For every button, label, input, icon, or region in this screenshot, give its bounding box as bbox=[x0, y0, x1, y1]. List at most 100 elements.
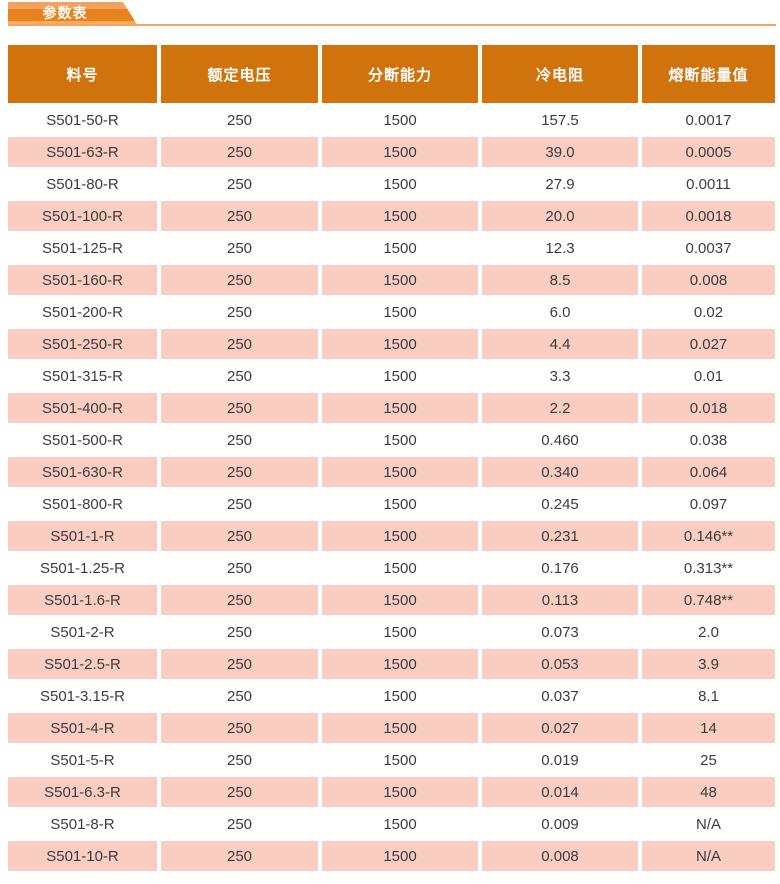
table-cell: S501-6.3-R bbox=[8, 777, 161, 809]
table-cell: S501-1-R bbox=[8, 521, 161, 553]
table-cell: 250 bbox=[161, 681, 322, 713]
table-cell: 250 bbox=[161, 809, 322, 841]
section-tab-underline bbox=[8, 24, 776, 26]
table-cell: 1500 bbox=[322, 617, 482, 649]
table-cell: 1500 bbox=[322, 265, 482, 297]
parameter-table: 料号 额定电压 分断能力 冷电阻 熔断能量值 S501-50-R 250 1500 157.5… bbox=[8, 45, 775, 873]
column-header-4: 冷电阻 bbox=[482, 45, 642, 105]
table-cell: 0.018 bbox=[642, 393, 775, 425]
column-header-2: 额定电压 bbox=[161, 45, 322, 105]
table-cell: 0.146** bbox=[642, 521, 775, 553]
table-cell: 27.9 bbox=[482, 169, 642, 201]
table-row: S501-500-R 250 1500 0.460 0.038 bbox=[8, 425, 775, 457]
table-cell: S501-8-R bbox=[8, 809, 161, 841]
table-cell: 6.0 bbox=[482, 297, 642, 329]
table-row: S501-800-R 250 1500 0.245 0.097 bbox=[8, 489, 775, 521]
table-cell: S501-3.15-R bbox=[8, 681, 161, 713]
table-cell: 0.313** bbox=[642, 553, 775, 585]
table-row: S501-125-R 250 1500 12.3 0.0037 bbox=[8, 233, 775, 265]
table-cell: 0.038 bbox=[642, 425, 775, 457]
table-cell: S501-400-R bbox=[8, 393, 161, 425]
table-row: S501-50-R 250 1500 157.5 0.0017 bbox=[8, 105, 775, 137]
table-row: S501-1.25-R 250 1500 0.176 0.313** bbox=[8, 553, 775, 585]
table-cell: S501-5-R bbox=[8, 745, 161, 777]
table-cell: 250 bbox=[161, 425, 322, 457]
table-cell: 0.0005 bbox=[642, 137, 775, 169]
table-cell: S501-125-R bbox=[8, 233, 161, 265]
table-cell: 250 bbox=[161, 585, 322, 617]
table-row: S501-6.3-R 250 1500 0.014 48 bbox=[8, 777, 775, 809]
table-cell: 1500 bbox=[322, 585, 482, 617]
table-row: S501-4-R 250 1500 0.027 14 bbox=[8, 713, 775, 745]
section-tab-label: 参数表 bbox=[42, 4, 88, 21]
table-row: S501-63-R 250 1500 39.0 0.0005 bbox=[8, 137, 775, 169]
table-row: S501-200-R 250 1500 6.0 0.02 bbox=[8, 297, 775, 329]
table-cell: 25 bbox=[642, 745, 775, 777]
table-cell: 1500 bbox=[322, 233, 482, 265]
table-cell: 0.01 bbox=[642, 361, 775, 393]
table-cell: S501-250-R bbox=[8, 329, 161, 361]
table-row: S501-400-R 250 1500 2.2 0.018 bbox=[8, 393, 775, 425]
table-cell: 0.176 bbox=[482, 553, 642, 585]
table-cell: 250 bbox=[161, 201, 322, 233]
table-row: S501-160-R 250 1500 8.5 0.008 bbox=[8, 265, 775, 297]
table-cell: 0.037 bbox=[482, 681, 642, 713]
table-row: S501-630-R 250 1500 0.340 0.064 bbox=[8, 457, 775, 489]
table-cell: 1500 bbox=[322, 457, 482, 489]
table-cell: 0.053 bbox=[482, 649, 642, 681]
table-cell: 0.460 bbox=[482, 425, 642, 457]
table-cell: 8.5 bbox=[482, 265, 642, 297]
table-cell: 1500 bbox=[322, 201, 482, 233]
table-cell: 1500 bbox=[322, 553, 482, 585]
section-tab-bar: 参数表 bbox=[0, 0, 780, 28]
table-cell: 1500 bbox=[322, 137, 482, 169]
table-cell: 250 bbox=[161, 489, 322, 521]
table-cell: 1500 bbox=[322, 521, 482, 553]
table-cell: 1500 bbox=[322, 361, 482, 393]
table-cell: 250 bbox=[161, 137, 322, 169]
column-header-1: 料号 bbox=[8, 45, 161, 105]
table-cell: S501-4-R bbox=[8, 713, 161, 745]
column-header-5: 熔断能量值 bbox=[642, 45, 775, 105]
table-cell: 39.0 bbox=[482, 137, 642, 169]
table-cell: 0.073 bbox=[482, 617, 642, 649]
table-cell: 250 bbox=[161, 329, 322, 361]
table-cell: 250 bbox=[161, 393, 322, 425]
table-cell: 1500 bbox=[322, 105, 482, 137]
table-row: S501-3.15-R 250 1500 0.037 8.1 bbox=[8, 681, 775, 713]
table-cell: 0.027 bbox=[642, 329, 775, 361]
table-cell: 250 bbox=[161, 713, 322, 745]
table-header-row: 料号 额定电压 分断能力 冷电阻 熔断能量值 bbox=[8, 45, 775, 105]
table-cell: 250 bbox=[161, 265, 322, 297]
table-cell: 157.5 bbox=[482, 105, 642, 137]
table-cell: S501-315-R bbox=[8, 361, 161, 393]
table-cell: 3.3 bbox=[482, 361, 642, 393]
table-cell: S501-10-R bbox=[8, 841, 161, 873]
table-cell: 1500 bbox=[322, 809, 482, 841]
table-cell: S501-500-R bbox=[8, 425, 161, 457]
table-row: S501-10-R 250 1500 0.008 N/A bbox=[8, 841, 775, 873]
table-cell: S501-80-R bbox=[8, 169, 161, 201]
table-cell: 1500 bbox=[322, 393, 482, 425]
table-cell: 1500 bbox=[322, 297, 482, 329]
table-cell: 4.4 bbox=[482, 329, 642, 361]
table-cell: 20.0 bbox=[482, 201, 642, 233]
table-cell: 8.1 bbox=[642, 681, 775, 713]
table-cell: 250 bbox=[161, 553, 322, 585]
table-cell: 250 bbox=[161, 169, 322, 201]
table-cell: S501-1.6-R bbox=[8, 585, 161, 617]
table-cell: 250 bbox=[161, 649, 322, 681]
table-cell: S501-50-R bbox=[8, 105, 161, 137]
table-row: S501-8-R 250 1500 0.009 N/A bbox=[8, 809, 775, 841]
table-cell: N/A bbox=[642, 809, 775, 841]
table-cell: 250 bbox=[161, 521, 322, 553]
table-cell: 250 bbox=[161, 361, 322, 393]
table-cell: 1500 bbox=[322, 425, 482, 457]
table-cell: 1500 bbox=[322, 841, 482, 873]
table-row: S501-80-R 250 1500 27.9 0.0011 bbox=[8, 169, 775, 201]
section-tab: 参数表 bbox=[8, 2, 138, 26]
table-cell: 1500 bbox=[322, 329, 482, 361]
table-cell: S501-200-R bbox=[8, 297, 161, 329]
table-row: S501-1.6-R 250 1500 0.113 0.748** bbox=[8, 585, 775, 617]
